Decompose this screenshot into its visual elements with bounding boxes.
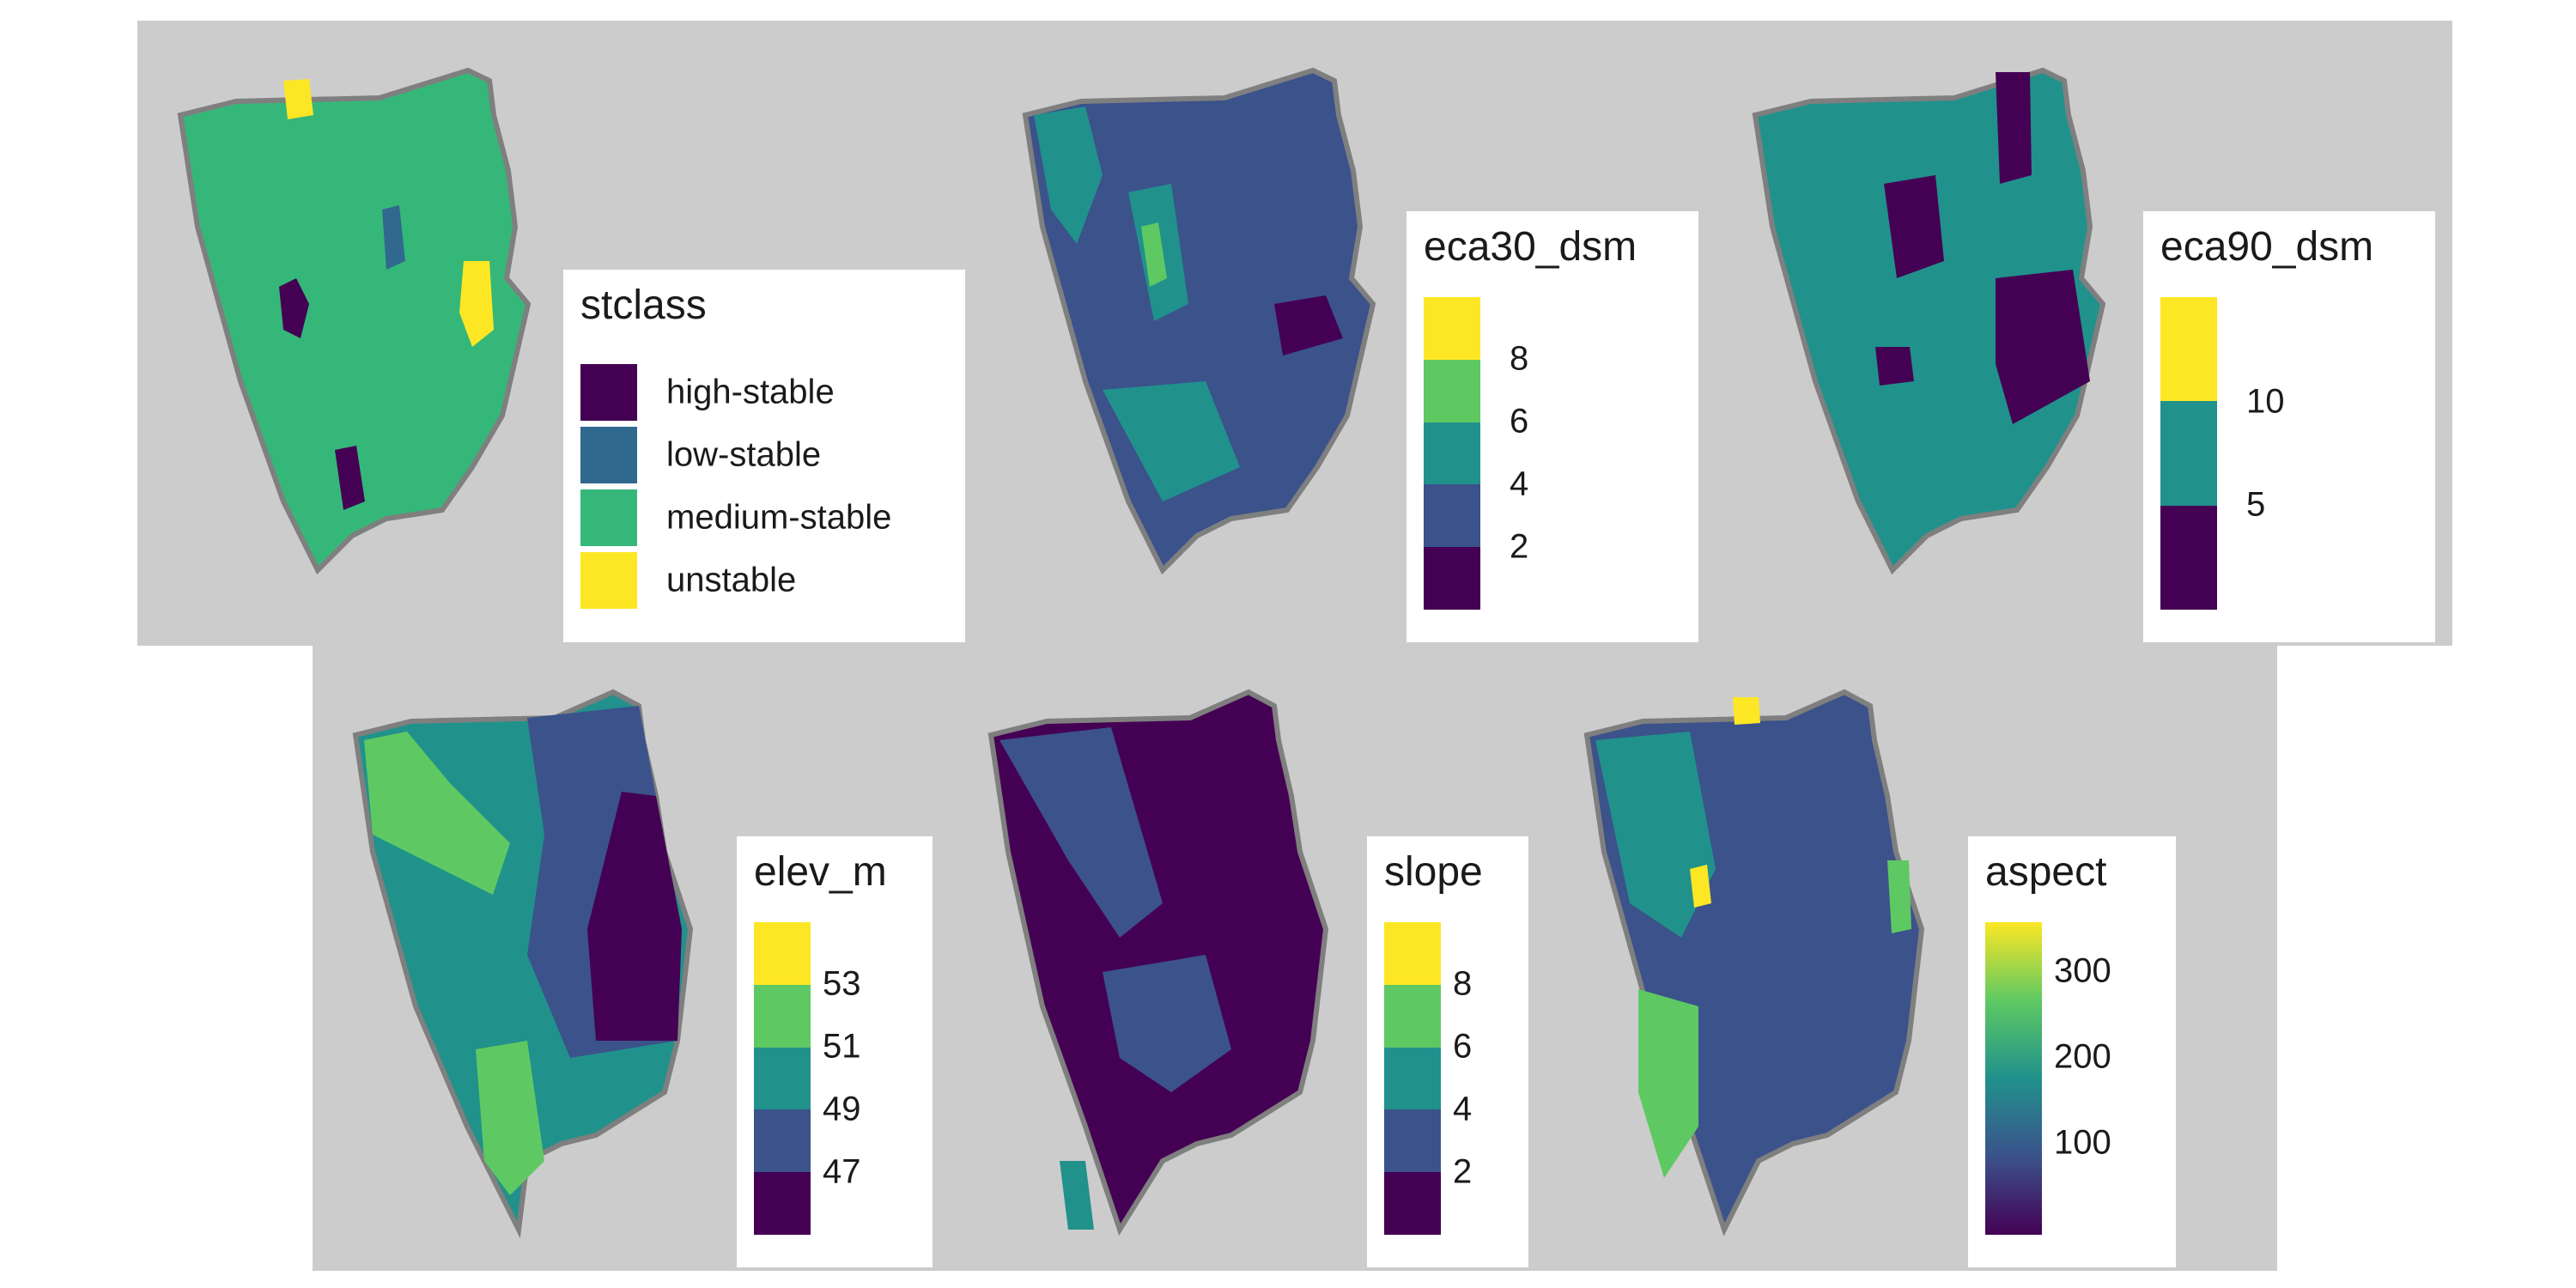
legend-title-slope: slope [1384, 849, 1483, 895]
colorbar-eca30 [1424, 297, 1480, 610]
raster-patch [1595, 732, 1716, 938]
legend-slope: slope 8 6 4 2 [1367, 836, 1528, 1267]
swatch-low-stable [580, 427, 637, 483]
tick-label: 8 [1453, 964, 1473, 1003]
tick-label: 2 [1510, 527, 1529, 566]
legend-eca30: eca30_dsm 8 6 4 2 [1406, 211, 1698, 642]
legend-eca90: eca90_dsm 10 5 [2143, 211, 2435, 642]
field-boundary [1752, 67, 2106, 575]
label-high-stable: high-stable [666, 373, 835, 411]
raster-patch [1887, 860, 1911, 933]
swatch-unstable [580, 552, 637, 609]
raster-patch [1034, 106, 1103, 244]
swatch-high-stable [580, 364, 637, 421]
tick-label: 51 [823, 1027, 861, 1066]
tick-label: 6 [1453, 1027, 1473, 1066]
colorbar-aspect [1985, 922, 2042, 1235]
tick-label: 100 [2054, 1123, 2111, 1162]
raster-patch [476, 1041, 544, 1195]
raster-patch [459, 261, 494, 347]
raster-patch [1996, 72, 2032, 184]
field-boundary [1022, 67, 1376, 575]
legend-stclass: stclass high-stable low-stable medium-st… [563, 270, 965, 642]
raster-patch [1996, 270, 2090, 424]
label-unstable: unstable [666, 561, 797, 599]
raster-patch [587, 792, 682, 1041]
raster-patch [283, 79, 313, 119]
panel-eca30: eca30_dsm 8 6 4 2 [982, 21, 1712, 646]
tick-label: 4 [1453, 1090, 1473, 1128]
legend-title-aspect: aspect [1985, 849, 2107, 895]
legend-aspect: aspect 300 200 100 [1968, 836, 2176, 1267]
tick-label: 8 [1510, 339, 1529, 378]
map-stclass [177, 67, 532, 575]
legend-title-stclass: stclass [580, 283, 707, 328]
panel-slope: slope 8 6 4 2 [948, 646, 1544, 1271]
swatch-medium-stable [580, 489, 637, 546]
legend-title-eca90: eca90_dsm [2160, 224, 2374, 270]
label-low-stable: low-stable [666, 435, 822, 474]
label-medium-stable: medium-stable [666, 498, 892, 537]
colorbar-elev [754, 922, 811, 1235]
raster-patch [1141, 222, 1167, 287]
raster-patch [1733, 697, 1760, 725]
tick-label: 49 [823, 1090, 861, 1128]
panel-aspect: aspect 300 200 100 [1544, 646, 2277, 1271]
tick-label: 5 [2246, 485, 2266, 524]
panel-eca90: eca90_dsm 10 5 [1712, 21, 2452, 646]
raster-patch [1103, 381, 1240, 501]
tick-label: 2 [1453, 1152, 1473, 1191]
tick-label: 300 [2054, 951, 2111, 990]
legend-title-elev: elev_m [754, 849, 887, 895]
panel-stclass: stclass high-stable low-stable medium-st… [137, 21, 982, 646]
raster-patch [382, 205, 405, 270]
tick-label: 47 [823, 1152, 861, 1191]
panel-elev: elev_m 53 51 49 47 [313, 646, 948, 1271]
colorbar-eca90 [2160, 297, 2217, 610]
map-eca90 [1752, 67, 2106, 575]
raster-patch [1875, 347, 1914, 386]
tick-label: 10 [2246, 382, 2285, 421]
map-elev [352, 689, 694, 1239]
raster-patch [1060, 1161, 1094, 1230]
map-aspect [1583, 689, 1925, 1236]
colorbar-slope [1384, 922, 1441, 1235]
tick-label: 53 [823, 964, 861, 1003]
map-slope [987, 689, 1329, 1236]
raster-patch [1690, 865, 1711, 908]
raster-patch [999, 727, 1163, 938]
field-boundary [177, 67, 532, 575]
raster-patch [1884, 175, 1944, 278]
legend-elev: elev_m 53 51 49 47 [737, 836, 933, 1267]
tick-label: 200 [2054, 1037, 2111, 1076]
tick-label: 4 [1510, 465, 1529, 503]
tick-label: 6 [1510, 402, 1529, 440]
raster-patch [1638, 989, 1698, 1178]
raster-patch [279, 278, 309, 338]
raster-patch [364, 732, 510, 895]
raster-patch [1103, 955, 1231, 1092]
legend-title-eca30: eca30_dsm [1424, 224, 1637, 270]
map-eca30 [1022, 67, 1376, 575]
raster-patch [335, 446, 365, 510]
raster-patch [1274, 295, 1343, 355]
